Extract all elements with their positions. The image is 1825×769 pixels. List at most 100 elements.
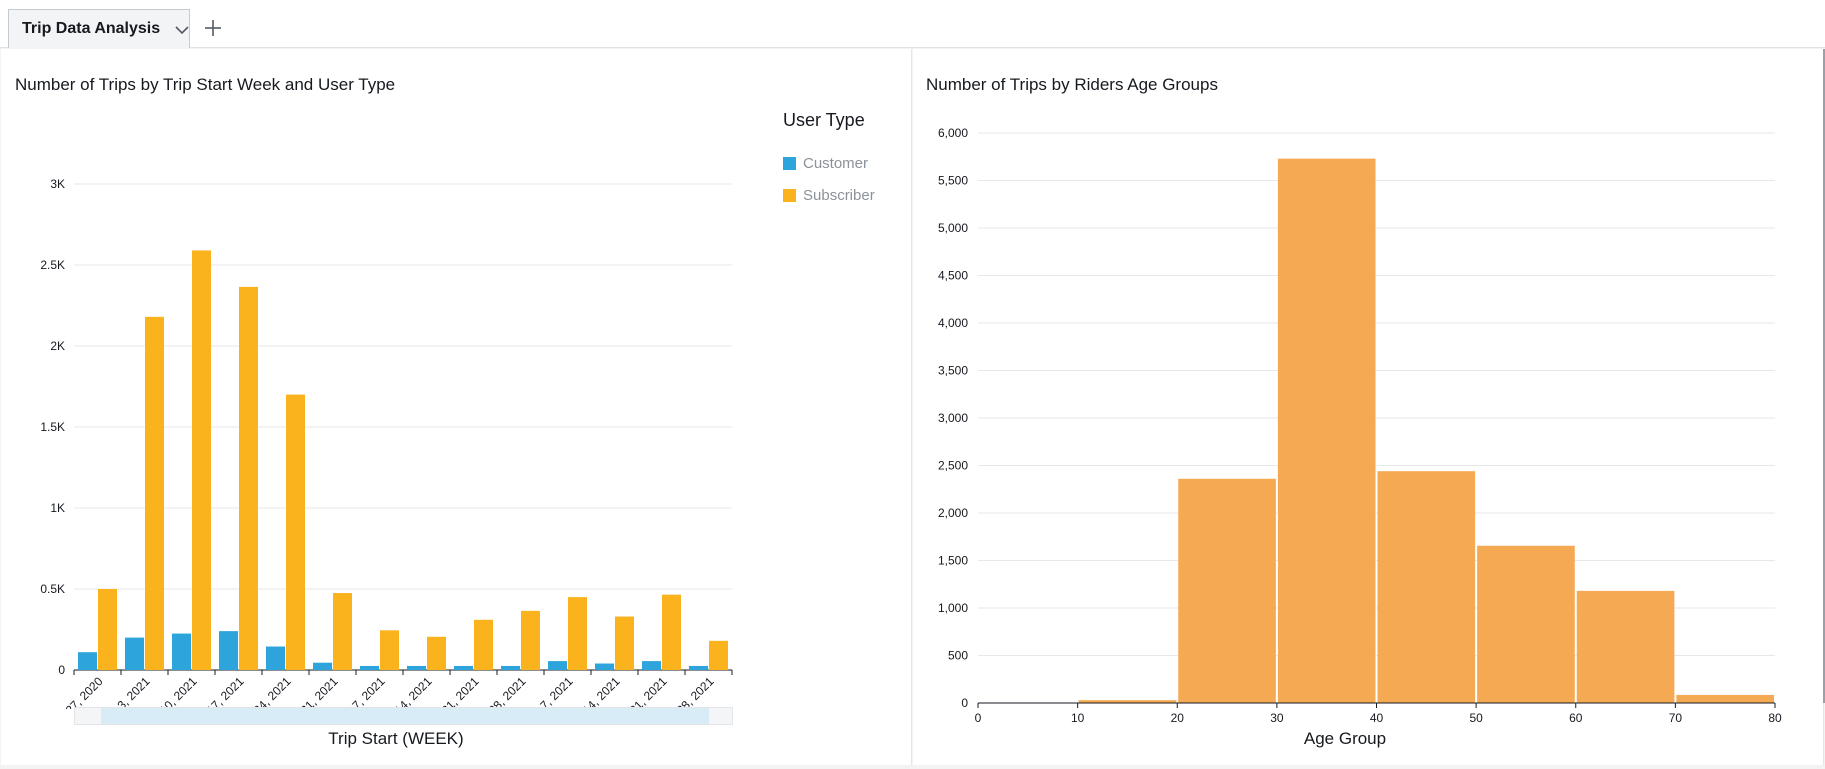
y-tick-label: 0.5K (40, 582, 65, 596)
bar-subscriber (521, 610, 540, 670)
bar-customer (172, 633, 191, 670)
bar-customer (642, 661, 661, 670)
legend-swatch-subscriber (783, 188, 796, 202)
y-tick-label: 1,500 (938, 554, 968, 568)
bar-subscriber (145, 316, 164, 670)
legend-label-customer: Customer (803, 154, 869, 172)
bar-customer (407, 665, 426, 670)
x-tick-label: Mar 28, 2021 (657, 674, 717, 709)
histogram-bar (1377, 471, 1476, 703)
bar-customer (266, 646, 285, 670)
histogram-bar (1277, 158, 1376, 703)
bar-subscriber (333, 593, 352, 670)
bar-subscriber (286, 394, 305, 670)
x-axis-title: Trip Start (WEEK) (328, 729, 464, 748)
legend: User Type Customer Subscriber (783, 110, 903, 211)
x-tick-label: Jan 31, 2021 (282, 674, 341, 709)
x-axis-range-scrollbar[interactable] (74, 707, 733, 725)
bar-subscriber (192, 250, 211, 671)
bar-subscriber (98, 589, 117, 670)
bar-subscriber (380, 630, 399, 670)
histogram-trips-by-age: 05001,0001,5002,0002,5003,0003,5004,0004… (938, 126, 1782, 725)
x-tick-label: Jan 24, 2021 (235, 674, 294, 709)
x-tick-label: Feb 7, 2021 (332, 674, 387, 709)
y-tick-label: 3,500 (938, 364, 968, 378)
legend-label-subscriber: Subscriber (803, 186, 875, 204)
bar-subscriber (239, 286, 258, 670)
y-tick-label: 6,000 (938, 126, 968, 140)
bar-customer (78, 652, 97, 670)
y-tick-label: 1K (50, 501, 65, 515)
legend-title: User Type (783, 110, 865, 130)
y-tick-label: 2K (50, 339, 65, 353)
histogram-bar (1477, 545, 1575, 703)
bar-subscriber (427, 636, 446, 670)
x-tick-label: Feb 21, 2021 (422, 674, 482, 709)
bar-customer (313, 662, 332, 670)
y-tick-label: 1.5K (40, 420, 65, 434)
histogram-bar (1676, 694, 1774, 703)
bar-customer (219, 631, 238, 670)
histogram-bar (1576, 590, 1675, 703)
sheet-tab-bar: Trip Data Analysis (0, 0, 1825, 48)
chevron-down-icon[interactable] (173, 22, 191, 38)
x-tick-label: Jan 17, 2021 (188, 674, 247, 709)
x-tick-label: Jan 10, 2021 (141, 674, 200, 709)
y-tick-label: 5,500 (938, 174, 968, 188)
bar-subscriber (568, 597, 587, 670)
y-tick-label: 4,000 (938, 316, 968, 330)
x-tick-label: Feb 14, 2021 (375, 674, 435, 709)
x-tick-label: Mar 14, 2021 (563, 674, 623, 709)
bar-customer (548, 661, 567, 670)
bar-subscriber (474, 619, 493, 670)
legend-item-subscriber[interactable]: Subscriber (783, 179, 903, 211)
x-tick-label: 30 (1270, 711, 1284, 725)
y-tick-label: 2,500 (938, 459, 968, 473)
x-tick-label: 60 (1569, 711, 1583, 725)
sheet-tab-label: Trip Data Analysis (22, 20, 161, 37)
x-tick-label: 50 (1469, 711, 1483, 725)
bar-subscriber (615, 616, 634, 670)
y-tick-label: 0 (961, 696, 968, 710)
x-tick-label: Dec 27, 2020 (45, 674, 106, 709)
y-tick-label: 2.5K (40, 258, 65, 272)
y-tick-label: 4,500 (938, 269, 968, 283)
y-tick-label: 5,000 (938, 221, 968, 235)
legend-swatch-customer (783, 156, 796, 170)
y-tick-label: 3K (50, 177, 65, 191)
x-tick-label: Jan 3, 2021 (98, 674, 152, 709)
x-tick-label: 40 (1370, 711, 1384, 725)
x-tick-label: 70 (1669, 711, 1683, 725)
scrollbar-thumb[interactable] (101, 708, 709, 724)
bar-subscriber (709, 640, 728, 670)
y-tick-label: 500 (948, 649, 968, 663)
chart-title: Number of Trips by Trip Start Week and U… (15, 75, 396, 94)
bar-subscriber (662, 594, 681, 670)
x-tick-label: 10 (1071, 711, 1085, 725)
bar-customer (360, 665, 379, 670)
bar-customer (454, 665, 473, 670)
x-tick-label: 80 (1768, 711, 1782, 725)
panel-resize-handle[interactable] (1823, 49, 1825, 703)
bar-customer (125, 637, 144, 670)
histogram-bar (1178, 478, 1276, 703)
x-axis-title: Age Group (1303, 729, 1387, 748)
x-tick-label: Feb 28, 2021 (469, 674, 529, 709)
legend-item-customer[interactable]: Customer (783, 147, 903, 179)
x-tick-label: 0 (975, 711, 982, 725)
visual-trips-by-age[interactable]: Number of Trips by Riders Age Groups 0 50… (913, 49, 1824, 765)
sheet-tab[interactable]: Trip Data Analysis (8, 9, 190, 48)
x-tick-label: Mar 21, 2021 (610, 674, 670, 709)
bar-customer (501, 665, 520, 670)
chart-title: Number of Trips by Riders Age Groups (926, 75, 1218, 94)
y-tick-label: 1,000 (938, 601, 968, 615)
y-tick-label: 0 (58, 663, 65, 677)
bar-customer (595, 663, 614, 670)
y-tick-label: 3,000 (938, 411, 968, 425)
x-tick-label: 20 (1171, 711, 1185, 725)
add-sheet-icon[interactable] (203, 18, 223, 38)
bar-customer (689, 665, 708, 670)
visual-trips-by-week[interactable]: Number of Trips by Trip Start Week and U… (1, 49, 912, 765)
histogram-bar (1078, 700, 1177, 703)
y-tick-label: 2,000 (938, 506, 968, 520)
